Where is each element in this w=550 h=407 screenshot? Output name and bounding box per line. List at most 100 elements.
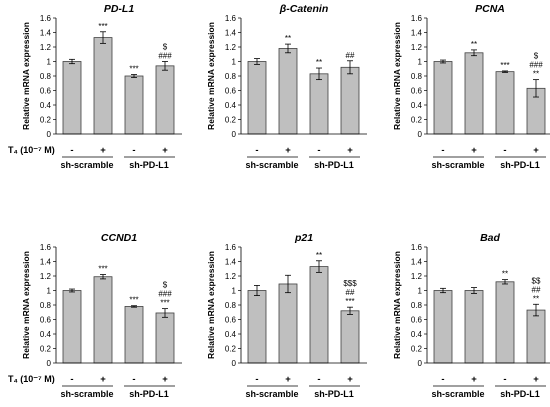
bar bbox=[433, 290, 453, 364]
y-tick-label: 0.8 bbox=[40, 301, 52, 310]
significance-label: $ bbox=[534, 52, 539, 61]
bar bbox=[464, 52, 484, 135]
bar bbox=[247, 290, 267, 364]
significance-label: *** bbox=[129, 65, 138, 74]
significance-label: ** bbox=[316, 251, 322, 260]
y-tick-label: 0.8 bbox=[40, 72, 52, 81]
bar bbox=[340, 66, 360, 135]
bar bbox=[93, 37, 113, 135]
y-tick-label: 0.8 bbox=[225, 301, 237, 310]
treatment-sign: - bbox=[503, 145, 506, 156]
bar bbox=[278, 48, 298, 135]
bar bbox=[340, 310, 360, 364]
y-tick-label: 0 bbox=[232, 359, 237, 368]
y-tick-label: 0.4 bbox=[225, 330, 237, 339]
y-tick-label: 1.6 bbox=[40, 243, 52, 252]
group-label: sh-PD-L1 bbox=[500, 389, 540, 399]
y-axis-label: Relative mRNA expression bbox=[392, 251, 402, 359]
y-axis-label: Relative mRNA expression bbox=[21, 22, 31, 130]
significance-label: *** bbox=[98, 265, 107, 274]
y-tick-label: 0.6 bbox=[411, 316, 423, 325]
significance-label: ** bbox=[471, 40, 477, 49]
y-tick-label: 1.2 bbox=[411, 272, 423, 281]
y-tick-label: 1.2 bbox=[40, 272, 52, 281]
chart-title: CCND1 bbox=[101, 232, 137, 244]
significance-label: ** bbox=[502, 270, 508, 279]
significance-label: $ bbox=[163, 281, 168, 290]
y-tick-label: 0.2 bbox=[411, 116, 423, 125]
y-tick-label: 0.2 bbox=[225, 345, 237, 354]
y-tick-label: 0 bbox=[232, 130, 237, 139]
y-tick-label: 1.4 bbox=[40, 258, 52, 267]
treatment-sign: + bbox=[347, 145, 353, 156]
bar bbox=[309, 73, 329, 135]
significance-label: ### bbox=[529, 61, 543, 70]
y-tick-label: 0 bbox=[418, 359, 423, 368]
y-tick-label: 1.4 bbox=[411, 29, 423, 38]
y-tick-label: 0.2 bbox=[40, 345, 52, 354]
group-label: sh-scramble bbox=[431, 160, 484, 170]
chart-title: Bad bbox=[480, 232, 500, 244]
y-tick-label: 1.2 bbox=[411, 43, 423, 52]
significance-label: ## bbox=[346, 51, 355, 60]
treatment-sign: - bbox=[317, 374, 320, 385]
y-tick-label: 0.8 bbox=[411, 301, 423, 310]
bar bbox=[93, 276, 113, 364]
chart-title: β-Catenin bbox=[279, 3, 329, 15]
group-label: sh-scramble bbox=[60, 389, 113, 399]
significance-label: ** bbox=[533, 294, 539, 303]
y-tick-label: 0.4 bbox=[225, 101, 237, 110]
y-tick-label: 0.8 bbox=[411, 72, 423, 81]
significance-label: ## bbox=[532, 285, 541, 294]
y-tick-label: 0 bbox=[47, 359, 52, 368]
treatment-sign: - bbox=[132, 145, 135, 156]
y-axis-label: Relative mRNA expression bbox=[206, 22, 216, 130]
y-axis-label: Relative mRNA expression bbox=[206, 251, 216, 359]
y-tick-label: 1.4 bbox=[225, 29, 237, 38]
significance-label: ### bbox=[158, 52, 172, 61]
group-label: sh-scramble bbox=[431, 389, 484, 399]
y-tick-label: 0.4 bbox=[411, 330, 423, 339]
y-tick-label: 1 bbox=[418, 58, 423, 67]
bar bbox=[155, 65, 175, 135]
treatment-sign: + bbox=[471, 374, 477, 385]
y-tick-label: 0.4 bbox=[40, 101, 52, 110]
y-tick-label: 1.6 bbox=[225, 243, 237, 252]
y-tick-label: 1.6 bbox=[411, 243, 423, 252]
y-tick-label: 0 bbox=[418, 130, 423, 139]
group-label: sh-PD-L1 bbox=[314, 160, 354, 170]
chart-panel: PD-L1 Relative mRNA expression 0 0.2 0.4 0.6 0… bbox=[8, 3, 182, 170]
bar bbox=[526, 309, 546, 364]
chart-title: PD-L1 bbox=[104, 3, 134, 15]
treatment-sign: + bbox=[285, 145, 291, 156]
y-tick-label: 1.4 bbox=[225, 258, 237, 267]
chart-title: p21 bbox=[294, 232, 313, 244]
chart-panel: β-Catenin Relative mRNA expression 0 0.2 0.4… bbox=[206, 3, 367, 170]
treatment-sign: + bbox=[162, 145, 168, 156]
significance-label: *** bbox=[500, 61, 509, 70]
chart-panel: Bad Relative mRNA expression 0 0.2 0.4 0.6 0.8… bbox=[392, 232, 550, 399]
y-tick-label: 1 bbox=[47, 58, 52, 67]
treatment-row-label: T₄ (10⁻⁷ M) bbox=[8, 374, 55, 384]
group-label: sh-PD-L1 bbox=[314, 389, 354, 399]
group-label: sh-PD-L1 bbox=[129, 160, 169, 170]
y-tick-label: 1.6 bbox=[411, 14, 423, 23]
group-label: sh-scramble bbox=[60, 160, 113, 170]
y-tick-label: 1 bbox=[232, 287, 237, 296]
significance-label: *** bbox=[129, 296, 138, 305]
treatment-sign: - bbox=[255, 145, 258, 156]
y-axis-label: Relative mRNA expression bbox=[392, 22, 402, 130]
y-tick-label: 1.6 bbox=[40, 14, 52, 23]
y-tick-label: 0.2 bbox=[40, 116, 52, 125]
chart-panel: CCND1 Relative mRNA expression 0 0.2 0.4 0.6 0… bbox=[8, 232, 182, 399]
treatment-sign: - bbox=[441, 145, 444, 156]
treatment-sign: - bbox=[255, 374, 258, 385]
y-tick-label: 1.4 bbox=[411, 258, 423, 267]
y-tick-label: 1.4 bbox=[40, 29, 52, 38]
chart-title: PCNA bbox=[475, 3, 505, 15]
bar bbox=[495, 71, 515, 135]
significance-label: ** bbox=[285, 34, 291, 43]
y-tick-label: 1.2 bbox=[40, 43, 52, 52]
y-tick-label: 1 bbox=[47, 287, 52, 296]
